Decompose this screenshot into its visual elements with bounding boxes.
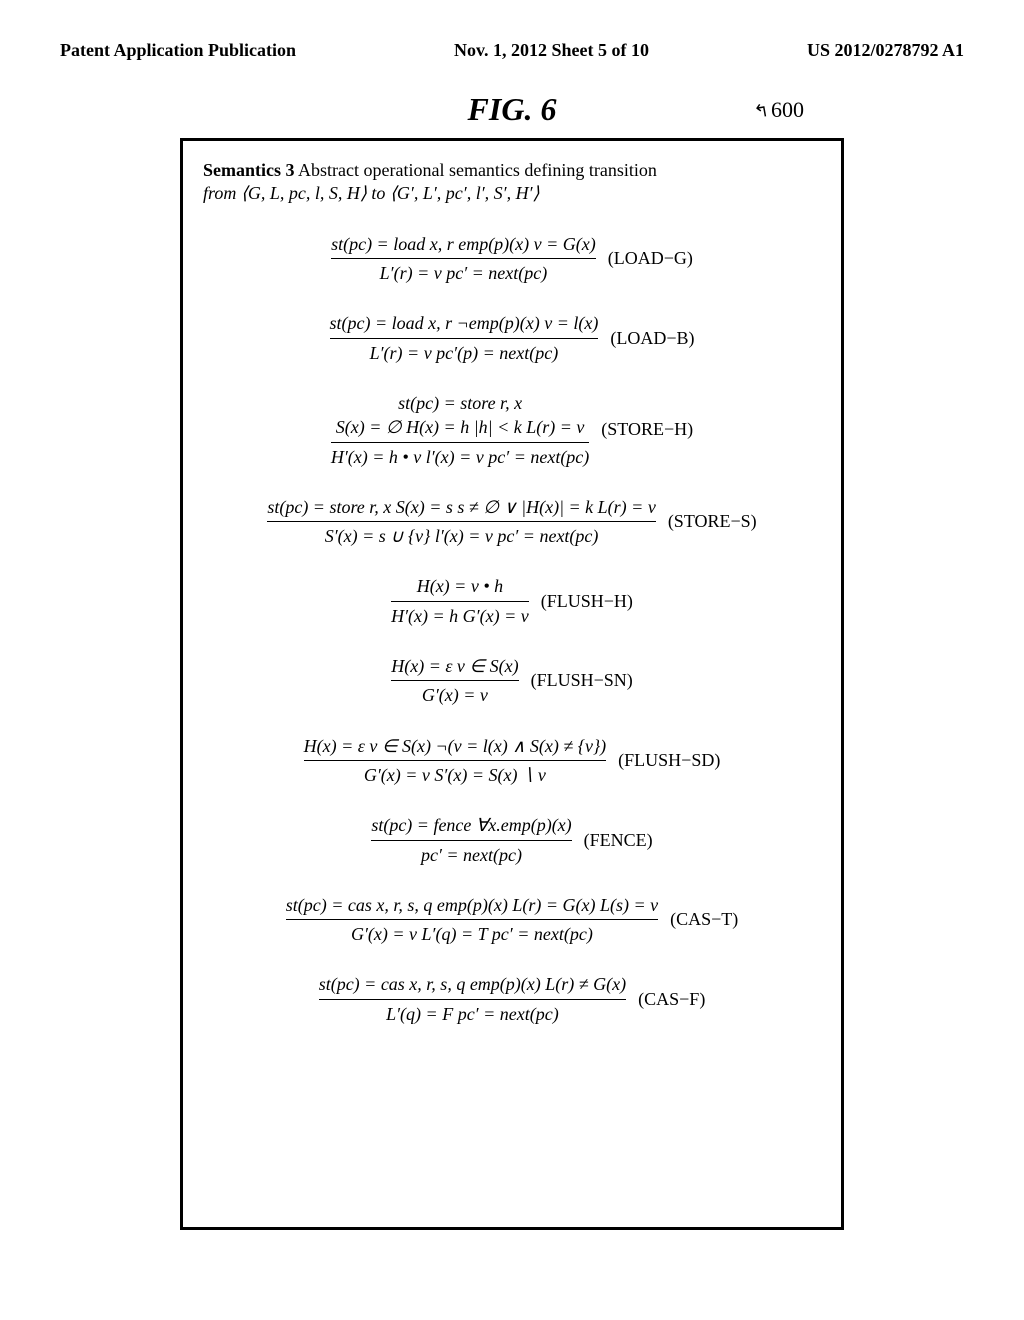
inference-rule: H(x) = ε v ∈ S(x) G′(x) = v (FLUSH−SN) [191,654,833,708]
semantics-title-text1: Abstract operational semantics defining … [295,160,657,180]
rule-conclusion: L′(r) = v pc′ = next(pc) [331,261,596,285]
inference-rule: st(pc) = fence ∀x.emp(p)(x) pc′ = next(pc… [191,813,833,867]
rule-conclusion: S′(x) = s ∪ {v} l′(x) = v pc′ = next(pc) [267,524,655,548]
rule-label: (STORE−S) [668,511,757,532]
figure-label: FIG. 6 [468,91,557,127]
semantics-title-bold: Semantics 3 [203,160,295,180]
inference-rule: H(x) = ε v ∈ S(x) ¬(v = l(x) ∧ S(x) ≠ {v… [191,734,833,788]
rule-fraction: st(pc) = store r, xS(x) = ∅ H(x) = h |h|… [331,391,589,469]
header-right: US 2012/0278792 A1 [807,40,964,61]
rule-premise: st(pc) = load x, r ¬emp(p)(x) v = l(x) [330,311,599,335]
rule-premise: H(x) = ε v ∈ S(x) ¬(v = l(x) ∧ S(x) ≠ {v… [304,734,607,758]
rule-conclusion: H′(x) = h G′(x) = v [391,604,529,628]
inference-rule: st(pc) = store r, xS(x) = ∅ H(x) = h |h|… [191,391,833,469]
semantics-title: Semantics 3 Abstract operational semanti… [203,159,833,206]
rule-divider [286,919,658,920]
rule-conclusion: L′(q) = F pc′ = next(pc) [319,1002,626,1026]
figure-ref-number: 600 [754,97,804,123]
rule-conclusion: L′(r) = v pc′(p) = next(pc) [330,341,599,365]
rule-divider [304,760,607,761]
rule-divider [330,338,599,339]
rule-conclusion: H′(x) = h • v l′(x) = v pc′ = next(pc) [331,445,589,469]
rule-fraction: st(pc) = load x, r ¬emp(p)(x) v = l(x) L′… [330,311,599,365]
rule-label: (FLUSH−SD) [618,750,720,771]
header-center: Nov. 1, 2012 Sheet 5 of 10 [454,40,649,61]
rule-label: (STORE−H) [601,419,693,440]
rule-premise: st(pc) = load x, r emp(p)(x) v = G(x) [331,232,596,256]
rule-premise-extra: st(pc) = store r, x [331,391,589,415]
rule-divider [267,521,655,522]
inference-rule: st(pc) = cas x, r, s, q emp(p)(x) L(r) =… [191,893,833,947]
rule-conclusion: G′(x) = v L′(q) = T pc′ = next(pc) [286,922,658,946]
rule-label: (LOAD−B) [610,328,694,349]
rule-conclusion: pc′ = next(pc) [371,843,571,867]
rule-label: (CAS−T) [670,909,738,930]
rule-premise: st(pc) = cas x, r, s, q emp(p)(x) L(r) =… [286,893,658,917]
rule-divider [331,258,596,259]
rule-fraction: st(pc) = cas x, r, s, q emp(p)(x) L(r) =… [286,893,658,947]
rule-label: (CAS−F) [638,989,705,1010]
rule-fraction: H(x) = ε v ∈ S(x) ¬(v = l(x) ∧ S(x) ≠ {v… [304,734,607,788]
rule-divider [371,840,571,841]
rule-label: (FLUSH−SN) [531,670,633,691]
rule-divider [391,680,518,681]
rule-fraction: H(x) = ε v ∈ S(x) G′(x) = v [391,654,518,708]
rule-conclusion: G′(x) = v [391,683,518,707]
rule-premise: st(pc) = cas x, r, s, q emp(p)(x) L(r) ≠… [319,972,626,996]
rule-fraction: st(pc) = cas x, r, s, q emp(p)(x) L(r) ≠… [319,972,626,1026]
inference-rule: H(x) = v • h H′(x) = h G′(x) = v (FLUSH−H) [191,574,833,628]
rule-fraction: st(pc) = load x, r emp(p)(x) v = G(x) L′(… [331,232,596,286]
rule-fraction: H(x) = v • h H′(x) = h G′(x) = v [391,574,529,628]
rule-divider [391,601,529,602]
rule-premise: st(pc) = store r, x S(x) = s s ≠ ∅ ∨ |H(… [267,495,655,519]
rule-label: (FENCE) [584,830,653,851]
rule-fraction: st(pc) = store r, x S(x) = s s ≠ ∅ ∨ |H(… [267,495,655,549]
rule-divider [319,999,626,1000]
inference-rule: st(pc) = cas x, r, s, q emp(p)(x) L(r) ≠… [191,972,833,1026]
rule-divider [331,442,589,443]
rule-label: (LOAD−G) [608,248,693,269]
page-header: Patent Application Publication Nov. 1, 2… [60,40,964,61]
header-left: Patent Application Publication [60,40,296,61]
rule-premise: H(x) = ε v ∈ S(x) [391,654,518,678]
rule-label: (FLUSH−H) [541,591,633,612]
semantics-title-text2: from ⟨G, L, pc, l, S, H⟩ to ⟨G′, L′, pc′… [203,183,540,203]
figure-label-row: FIG. 6 600 [60,91,964,128]
rule-conclusion: G′(x) = v S′(x) = S(x) ∖ v [304,763,607,787]
inference-rule: st(pc) = store r, x S(x) = s s ≠ ∅ ∨ |H(… [191,495,833,549]
semantics-box: Semantics 3 Abstract operational semanti… [180,138,844,1230]
rule-fraction: st(pc) = fence ∀x.emp(p)(x) pc′ = next(pc… [371,813,571,867]
rule-premise: st(pc) = fence ∀x.emp(p)(x) [371,813,571,837]
inference-rule: st(pc) = load x, r ¬emp(p)(x) v = l(x) L′… [191,311,833,365]
rule-premise: S(x) = ∅ H(x) = h |h| < k L(r) = v [331,415,589,439]
rule-premise: H(x) = v • h [391,574,529,598]
inference-rule: st(pc) = load x, r emp(p)(x) v = G(x) L′(… [191,232,833,286]
